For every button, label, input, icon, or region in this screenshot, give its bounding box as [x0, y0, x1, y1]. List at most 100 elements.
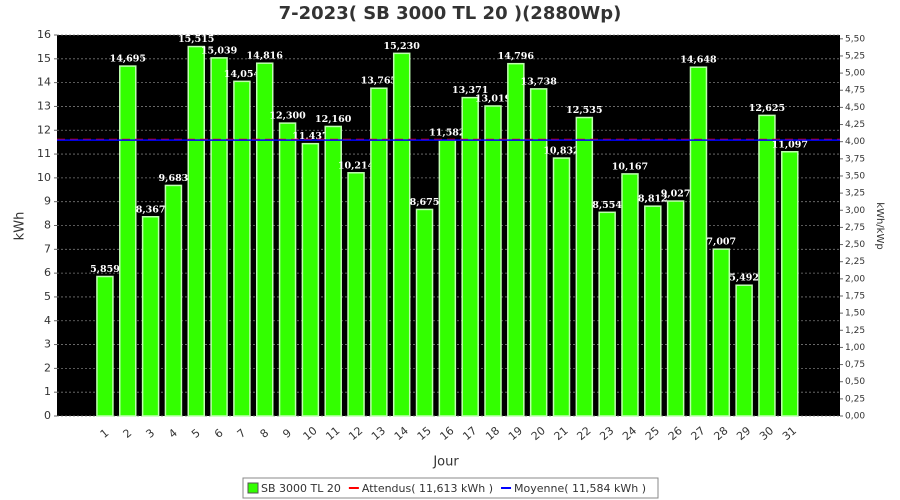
bar	[552, 157, 571, 417]
data-label: 10,214	[338, 160, 375, 171]
bar	[324, 125, 342, 417]
y-tick-label: 10	[37, 171, 51, 184]
data-label: 10,832	[543, 146, 579, 157]
bar	[575, 116, 594, 417]
data-label: 8,554	[592, 200, 622, 211]
data-label: 9,027	[661, 189, 691, 200]
x-tick-label: 1	[98, 426, 112, 440]
legend-swatch	[247, 482, 259, 494]
bar	[529, 88, 548, 417]
y2-tick-label: 5,25	[845, 51, 865, 61]
data-label: 11,582	[429, 128, 465, 139]
data-label: 15,515	[178, 34, 214, 45]
bar	[781, 151, 799, 417]
legend-label: SB 3000 TL 20	[261, 482, 341, 495]
legend-label: Attendus( 11,613 kWh )	[362, 482, 493, 495]
x-tick-label: 10	[301, 424, 320, 443]
y2-tick-label: 3,00	[845, 206, 865, 216]
y2-tick-label: 4,00	[845, 137, 865, 147]
data-label: 12,535	[566, 105, 602, 116]
x-tick-label: 17	[460, 424, 479, 443]
y-tick-label: 3	[44, 338, 51, 351]
y2-tick-label: 0,75	[845, 360, 865, 370]
x-tick-label: 6	[212, 426, 226, 440]
y-tick-label: 14	[37, 76, 51, 89]
data-label: 13,738	[520, 76, 557, 87]
y2-tick-label: 2,00	[845, 274, 865, 284]
y2-tick-label: 5,00	[845, 69, 865, 79]
data-label: 13,019	[475, 93, 512, 104]
y-tick-label: 12	[37, 123, 51, 136]
data-label: 7,007	[706, 237, 736, 248]
bar	[141, 216, 160, 417]
bar	[119, 65, 137, 417]
y-tick-label: 9	[44, 195, 51, 208]
y2-tick-label: 0,50	[845, 377, 865, 387]
x-tick-label: 11	[323, 424, 342, 443]
y-tick-label: 8	[44, 219, 51, 232]
y2-tick-label: 5,50	[845, 34, 865, 44]
y-tick-label: 4	[44, 314, 51, 327]
x-tick-label: 13	[369, 424, 388, 443]
x-tick-label: 14	[392, 424, 411, 443]
y-tick-label: 15	[37, 52, 51, 65]
data-label: 9,683	[159, 173, 189, 184]
y2-tick-label: 1,75	[845, 291, 865, 301]
x-tick-label: 8	[258, 426, 272, 440]
legend-box	[242, 477, 659, 499]
y-tick-label: 7	[44, 242, 51, 255]
chart-title: 7-2023( SB 3000 TL 20 )(2880Wp)	[279, 3, 622, 24]
y2-tick-label: 2,75	[845, 223, 865, 233]
x-tick-label: 21	[552, 424, 571, 443]
bar	[758, 114, 776, 417]
bar	[233, 80, 251, 417]
x-tick-label: 25	[643, 424, 662, 443]
y2-tick-label: 3,75	[845, 154, 865, 164]
y-tick-label: 0	[44, 409, 51, 422]
x-tick-label: 30	[757, 424, 776, 443]
data-label: 5,859	[90, 264, 120, 275]
y-tick-label: 13	[37, 99, 51, 112]
y-tick-label: 11	[37, 147, 51, 160]
y2-tick-label: 1,50	[845, 309, 865, 319]
x-tick-label: 19	[506, 424, 525, 443]
x-tick-label: 24	[620, 424, 639, 443]
x-tick-label: 28	[711, 424, 730, 443]
bar	[461, 96, 479, 417]
bar	[507, 62, 525, 417]
bar	[689, 66, 708, 417]
data-label: 11,097	[772, 139, 808, 150]
x-tick-label: 5	[189, 426, 203, 440]
data-label: 15,039	[201, 45, 238, 56]
x-tick-label: 26	[666, 424, 685, 443]
y2-tick-label: 4,75	[845, 86, 865, 96]
bar	[712, 248, 731, 417]
y2-tick-label: 2,50	[845, 240, 865, 250]
y2-tick-label: 2,25	[845, 257, 865, 267]
data-label: 14,816	[247, 51, 284, 62]
data-label: 14,054	[224, 69, 261, 80]
y2-tick-label: 4,50	[845, 103, 865, 113]
data-label: 8,367	[136, 204, 166, 215]
x-tick-label: 15	[415, 424, 434, 443]
data-label: 8,675	[410, 197, 440, 208]
bar	[164, 184, 183, 417]
x-tick-label: 31	[780, 424, 799, 443]
x-tick-label: 9	[280, 426, 294, 440]
bar	[438, 139, 457, 417]
y-axis-label: kWh	[13, 212, 28, 241]
data-label: 13,371	[452, 85, 488, 96]
y2-tick-label: 3,50	[845, 171, 865, 181]
bar	[187, 45, 206, 417]
data-label: 14,796	[498, 51, 535, 62]
bar	[392, 52, 411, 417]
y-tick-label: 1	[44, 385, 51, 398]
data-label: 15,230	[384, 41, 421, 52]
data-label: 11,437	[292, 131, 328, 142]
data-label: 5,492	[729, 273, 759, 284]
data-label: 14,648	[680, 55, 717, 66]
y2-tick-label: 3,25	[845, 189, 865, 199]
bar	[255, 62, 274, 417]
x-tick-label: 3	[143, 426, 157, 440]
bar	[666, 200, 685, 417]
